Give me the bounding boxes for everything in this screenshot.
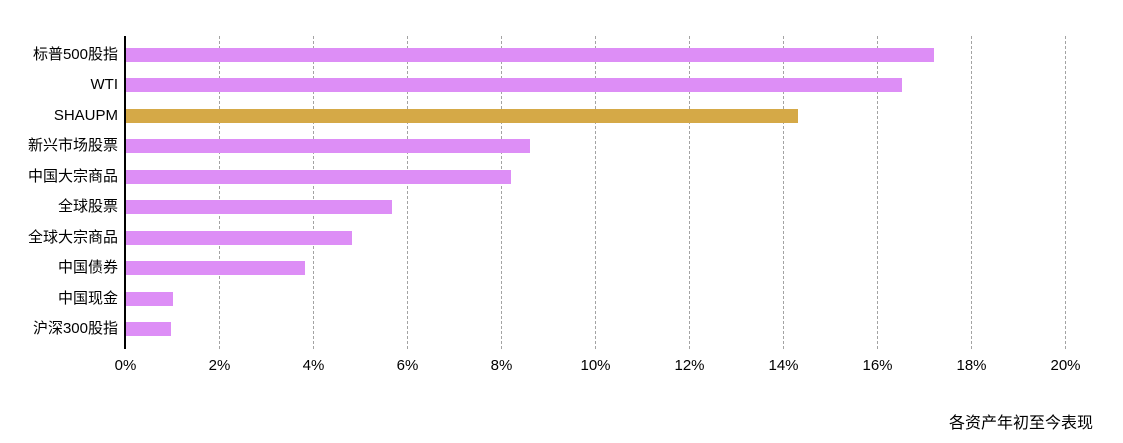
bar-全球股票 — [126, 200, 392, 214]
gridline — [971, 36, 972, 349]
category-label: WTI — [90, 76, 119, 93]
gridline — [595, 36, 596, 349]
x-tick-label: 0% — [114, 357, 137, 374]
category-label: 中国现金 — [57, 289, 118, 307]
x-tick-label: 10% — [580, 357, 611, 374]
x-tick-label: 16% — [862, 357, 893, 374]
x-tick-label: 4% — [302, 357, 325, 374]
bar-SHAUPM — [126, 108, 799, 123]
gridline — [313, 36, 314, 349]
chart-caption: 各资产年初至今表现 — [948, 415, 1093, 432]
x-tick-label: 2% — [208, 357, 231, 374]
category-label: 新兴市场股票 — [27, 137, 118, 154]
bar-中国债券 — [126, 261, 305, 275]
category-label: 沪深300股指 — [32, 320, 118, 337]
gridline — [1065, 36, 1066, 349]
gridline — [501, 36, 502, 349]
bar-新兴市场股票 — [126, 139, 531, 153]
category-label: SHAUPM — [53, 106, 118, 124]
x-tick-label: 20% — [1050, 357, 1081, 374]
bar-沪深300股指 — [126, 322, 171, 336]
category-label: 中国债券 — [57, 259, 118, 276]
bar-中国现金 — [126, 291, 173, 306]
category-label: 全球股票 — [57, 198, 118, 215]
category-label: 标普500股指 — [32, 45, 118, 63]
bar-全球大宗商品 — [126, 230, 352, 245]
gridline — [219, 36, 220, 349]
gridline — [689, 36, 690, 349]
x-tick-label: 14% — [768, 357, 799, 374]
bar-中国大宗商品 — [126, 169, 512, 184]
gridline — [783, 36, 784, 349]
gridline — [407, 36, 408, 349]
bar-标普500股指 — [126, 47, 935, 62]
bar-WTI — [126, 78, 902, 92]
gridline — [877, 36, 878, 349]
x-tick-label: 8% — [490, 357, 513, 374]
x-tick-label: 6% — [396, 357, 419, 374]
x-tick-label: 12% — [674, 357, 705, 374]
x-tick-label: 18% — [956, 357, 987, 374]
category-label: 全球大宗商品 — [27, 228, 118, 246]
category-label: 中国大宗商品 — [27, 167, 118, 185]
y-axis-line — [124, 36, 126, 349]
